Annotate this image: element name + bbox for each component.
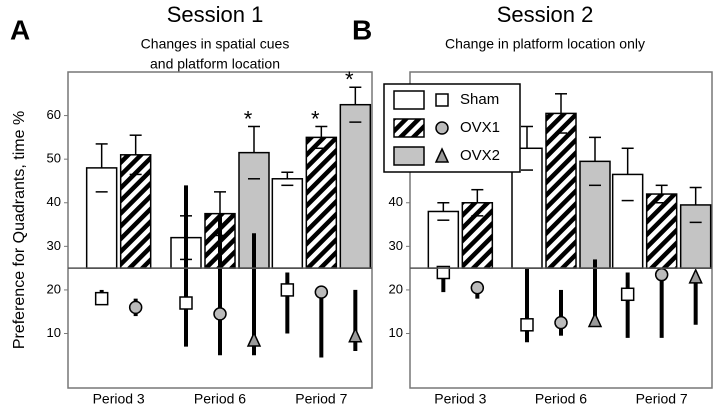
point-marker xyxy=(128,300,143,315)
x-tick-label: Period 7 xyxy=(636,391,688,407)
point-marker xyxy=(470,281,485,295)
point-marker xyxy=(587,311,603,328)
point-marker xyxy=(179,296,193,310)
point-marker xyxy=(654,267,669,282)
y-tick-label: 20 xyxy=(47,281,61,296)
point-marker xyxy=(246,331,262,347)
significance-label: * xyxy=(311,106,320,131)
x-tick-label: Period 3 xyxy=(93,391,145,407)
point-marker xyxy=(554,315,568,330)
bar xyxy=(271,178,304,269)
point-marker xyxy=(314,285,329,299)
point-marker xyxy=(280,283,295,297)
legend-label: Sham xyxy=(460,91,499,108)
bar xyxy=(339,103,372,269)
point-marker xyxy=(348,326,363,343)
plot-frame xyxy=(67,71,373,389)
y-tick-label: 30 xyxy=(47,238,61,253)
legend-label: OVX2 xyxy=(460,147,500,164)
y-tick-label: 40 xyxy=(47,194,61,209)
point-marker xyxy=(94,291,109,306)
y-tick-label: 10 xyxy=(389,325,403,340)
x-tick-label: Period 6 xyxy=(535,391,587,407)
point-marker xyxy=(520,318,534,332)
legend-swatch xyxy=(393,90,425,110)
y-tick-label: 10 xyxy=(47,325,61,340)
bar xyxy=(611,173,644,269)
panel-label: B xyxy=(352,14,372,45)
point-marker xyxy=(436,265,451,280)
x-tick-label: Period 3 xyxy=(434,391,486,407)
point-marker xyxy=(435,121,449,135)
bar xyxy=(679,204,712,269)
bar xyxy=(545,112,577,269)
point-marker xyxy=(435,93,449,107)
bar xyxy=(305,136,338,269)
significance-label: * xyxy=(244,106,253,131)
legend-swatch xyxy=(393,146,425,166)
panel-label: A xyxy=(10,14,30,45)
y-tick-label: 60 xyxy=(47,107,61,122)
bar xyxy=(579,160,611,269)
plot-frame xyxy=(409,71,713,389)
y-tick-label: 40 xyxy=(389,194,403,209)
x-tick-label: Period 6 xyxy=(194,391,246,407)
bar xyxy=(119,154,152,269)
panel-subtitle: Changes in spatial cues xyxy=(141,36,290,52)
legend-label: OVX1 xyxy=(460,119,500,136)
panel-title: Session 2 xyxy=(497,2,594,27)
significance-label: * xyxy=(345,67,354,92)
point-marker xyxy=(213,307,227,321)
y-tick-label: 20 xyxy=(389,281,403,296)
bar xyxy=(461,202,494,269)
panel-subtitle: Change in platform location only xyxy=(445,36,645,52)
bar xyxy=(645,193,678,269)
y-axis-label: Preference for Quadrants, time % xyxy=(11,111,28,349)
bar xyxy=(85,167,118,269)
y-tick-label: 50 xyxy=(47,151,61,166)
point-marker xyxy=(620,287,635,302)
legend-swatch xyxy=(393,118,425,138)
panel-subtitle: and platform location xyxy=(150,56,280,72)
x-tick-label: Period 7 xyxy=(295,391,347,407)
point-marker xyxy=(434,147,450,163)
point-marker xyxy=(688,268,703,284)
y-tick-label: 30 xyxy=(389,238,403,253)
panel-title: Session 1 xyxy=(167,2,264,27)
